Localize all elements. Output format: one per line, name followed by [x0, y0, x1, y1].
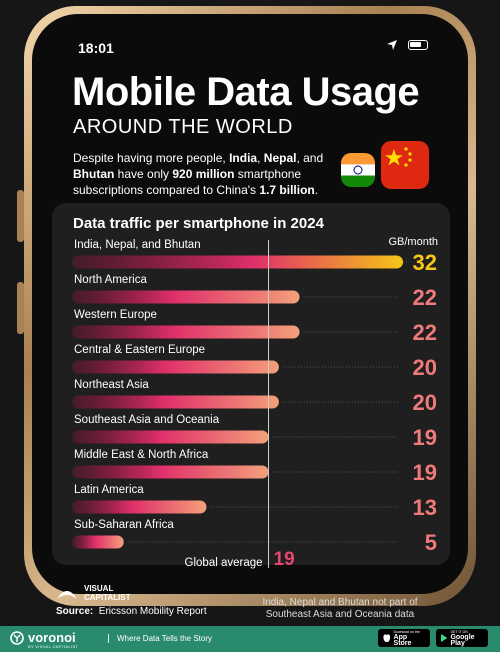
location-arrow-icon — [387, 40, 397, 50]
value-label: 22 — [413, 285, 437, 310]
apple-icon — [383, 634, 391, 643]
visual-capitalist-logo: VISUAL CAPITALIST — [56, 584, 138, 602]
bar-2 — [72, 325, 300, 339]
value-label: 20 — [413, 355, 437, 380]
app-store-small: Download on the — [393, 630, 420, 634]
category-label: North America — [74, 274, 147, 286]
voronoi-name: voronoi — [28, 630, 76, 645]
bar-5 — [72, 430, 269, 444]
bar-0 — [72, 255, 403, 269]
brand-name: VISUAL CAPITALIST — [84, 584, 131, 602]
china-flag-icon — [381, 141, 429, 189]
value-label: 13 — [413, 495, 437, 520]
source-label: Source: — [56, 606, 94, 617]
category-label: India, Nepal, and Bhutan — [74, 239, 201, 251]
bar-6 — [72, 465, 269, 479]
category-label: Northeast Asia — [74, 379, 149, 391]
status-time: 18:01 — [78, 40, 114, 56]
google-play-button[interactable]: GET IT ON Google Play — [436, 629, 488, 647]
category-label: Middle East & North Africa — [74, 449, 209, 461]
category-label: Latin America — [74, 484, 144, 496]
bar-4 — [72, 395, 279, 409]
value-label: 19 — [413, 460, 437, 485]
voronoi-logo[interactable]: voronoi — [10, 630, 76, 645]
status-icons — [386, 39, 428, 51]
tagline: Where Data Tells the Story — [108, 634, 212, 643]
footnote: India, Nepal and Bhutan not part of Sout… — [262, 597, 418, 620]
unit-label: GB/month — [388, 236, 438, 248]
bar-3 — [72, 360, 279, 374]
category-label: Western Europe — [74, 309, 157, 321]
value-label: 19 — [413, 425, 437, 450]
app-store-label: App Store — [393, 634, 412, 647]
phone-side-button — [17, 190, 24, 242]
play-icon — [441, 633, 448, 643]
india-flag-icon — [341, 153, 375, 187]
google-play-label: Google Play — [450, 634, 475, 647]
battery-icon — [408, 40, 428, 50]
category-label: Central & Eastern Europe — [74, 344, 205, 356]
category-label: Southeast Asia and Oceania — [74, 414, 220, 426]
app-store-button[interactable]: Download on the App Store — [378, 629, 430, 647]
global-average-label: Global average — [185, 557, 263, 569]
voronoi-subtitle: BY VISUAL CAPITALIST — [28, 644, 79, 649]
source: Source: Ericsson Mobility Report — [56, 606, 207, 617]
page-title: Mobile Data Usage — [72, 70, 420, 114]
voronoi-icon — [10, 630, 24, 645]
chart-title: Data traffic per smartphone in 2024 — [73, 215, 324, 232]
intro-text: Despite having more people, India, Nepal… — [73, 151, 324, 197]
bar-7 — [72, 500, 207, 514]
value-label: 20 — [413, 390, 437, 415]
bar-1 — [72, 290, 300, 304]
page-subtitle: AROUND THE WORLD — [73, 116, 293, 138]
value-label: 22 — [413, 320, 437, 345]
source-text: Ericsson Mobility Report — [98, 606, 207, 617]
value-label: 5 — [425, 530, 437, 555]
visual-capitalist-icon — [57, 591, 77, 599]
bar-8 — [72, 535, 124, 549]
google-play-small: GET IT ON — [450, 630, 468, 634]
phone-side-button — [17, 282, 24, 334]
category-label: Sub-Saharan Africa — [74, 519, 174, 531]
value-label: 32 — [413, 250, 437, 275]
global-average-value: 19 — [274, 549, 295, 570]
